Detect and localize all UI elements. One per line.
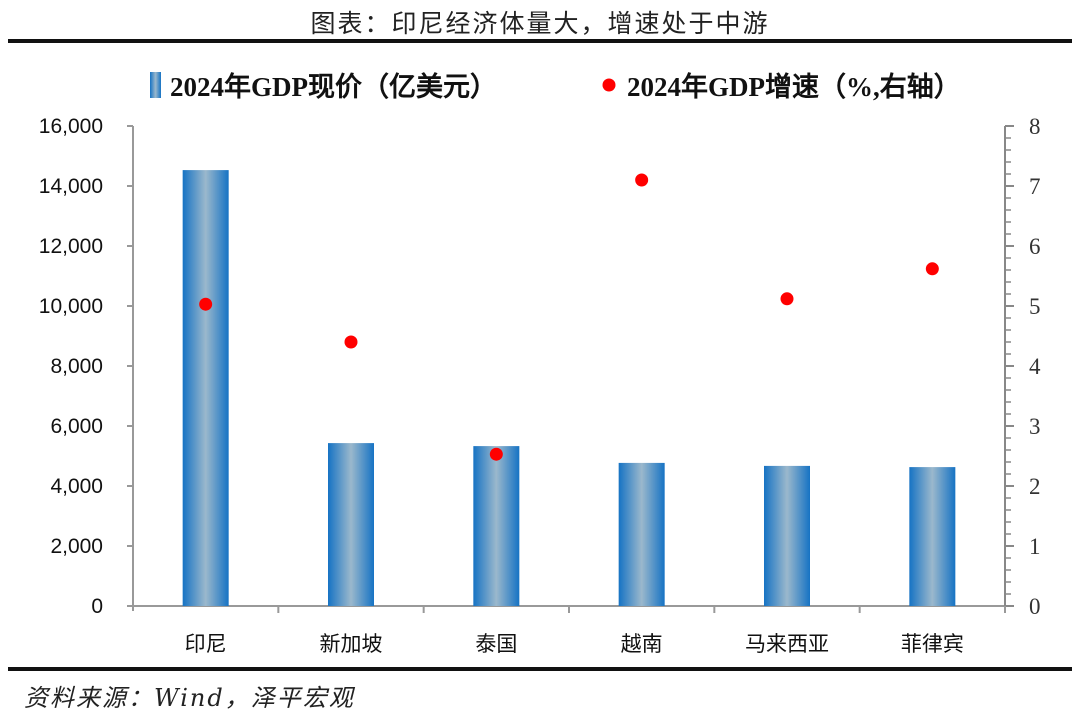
left-tick-label: 2,000 — [50, 535, 103, 558]
left-tick-label: 4,000 — [50, 475, 103, 498]
right-tick-label: 7 — [1029, 174, 1041, 199]
left-tick-label: 12,000 — [39, 235, 103, 258]
right-tick-label: 1 — [1029, 534, 1041, 559]
source-note: 资料来源：Wind，泽平宏观 — [24, 684, 355, 712]
growth-dot-越南 — [635, 173, 649, 187]
legend-bar-swatch — [150, 72, 161, 98]
left-tick-label: 10,000 — [39, 295, 103, 318]
right-tick-label: 6 — [1029, 234, 1041, 259]
growth-dot-菲律宾 — [925, 262, 939, 276]
right-tick-label: 2 — [1029, 474, 1041, 499]
category-label: 马来西亚 — [745, 632, 829, 656]
chart-title: 图表：印尼经济体量大，增速处于中游 — [310, 9, 770, 38]
right-tick-label: 4 — [1029, 354, 1041, 379]
legend: 2024年GDP现价（亿美元） 2024年GDP增速（%,右轴） — [150, 71, 961, 102]
left-tick-label: 0 — [91, 595, 103, 618]
right-tick-label: 3 — [1029, 414, 1041, 439]
growth-dot-马来西亚 — [780, 292, 794, 306]
left-tick-label: 6,000 — [50, 415, 103, 438]
category-label: 菲律宾 — [901, 632, 964, 656]
growth-dot-泰国 — [489, 447, 503, 461]
category-label: 越南 — [621, 632, 663, 656]
category-label: 印尼 — [185, 632, 227, 656]
left-tick-label: 16,000 — [39, 115, 103, 138]
left-tick-label: 8,000 — [50, 355, 103, 378]
right-tick-label: 0 — [1029, 594, 1041, 619]
legend-label-gdp: 2024年GDP现价（亿美元） — [170, 71, 497, 102]
category-label: 新加坡 — [320, 632, 383, 656]
bar-印尼 — [182, 170, 229, 606]
legend-dot-swatch — [602, 78, 616, 92]
bar-越南 — [618, 462, 665, 606]
left-tick-label: 14,000 — [39, 175, 103, 198]
growth-dot-新加坡 — [344, 335, 358, 349]
growth-dot-印尼 — [199, 297, 213, 311]
right-tick-label: 8 — [1029, 114, 1041, 139]
bar-菲律宾 — [909, 467, 956, 606]
category-label: 泰国 — [475, 632, 517, 656]
bar-马来西亚 — [764, 465, 810, 606]
bottom-divider — [8, 667, 1072, 671]
right-tick-label: 5 — [1029, 294, 1041, 319]
bar-泰国 — [473, 446, 520, 606]
top-divider — [8, 39, 1072, 43]
bar-新加坡 — [328, 443, 374, 606]
legend-label-growth: 2024年GDP增速（%,右轴） — [627, 71, 961, 102]
